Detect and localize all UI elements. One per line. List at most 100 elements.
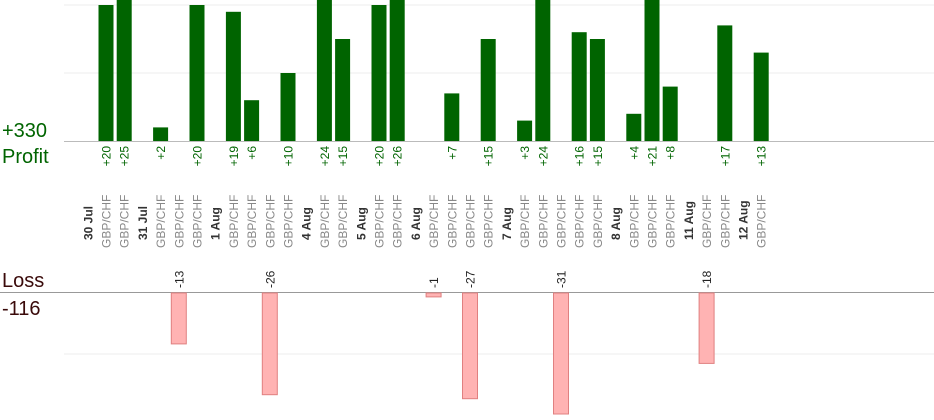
profit-value-label: +21 bbox=[646, 146, 660, 167]
profit-value-label: +15 bbox=[482, 146, 496, 167]
pair-label: GBP/CHF bbox=[464, 195, 478, 248]
pair-label: GBP/CHF bbox=[518, 195, 532, 248]
profit-value-label: +6 bbox=[245, 146, 259, 160]
profit-bar bbox=[116, 0, 132, 141]
profit-value-label: +20 bbox=[191, 146, 205, 167]
date-label: 4 Aug bbox=[300, 207, 314, 240]
pair-label: GBP/CHF bbox=[227, 195, 241, 248]
pair-label: GBP/CHF bbox=[263, 195, 277, 248]
profit-value-label: +8 bbox=[664, 146, 678, 160]
profit-value-label: +20 bbox=[100, 146, 114, 167]
pair-label: GBP/CHF bbox=[391, 195, 405, 248]
profit-value-label: +4 bbox=[627, 146, 641, 160]
pair-label: GBP/CHF bbox=[172, 195, 186, 248]
date-label: 1 Aug bbox=[209, 207, 223, 240]
pair-label: GBP/CHF bbox=[336, 195, 350, 248]
pair-label: GBP/CHF bbox=[427, 195, 441, 248]
profit-bar bbox=[316, 0, 332, 141]
pair-label: GBP/CHF bbox=[100, 195, 114, 248]
pair-label: GBP/CHF bbox=[482, 195, 496, 248]
pair-label: GBP/CHF bbox=[245, 195, 259, 248]
date-label: 7 Aug bbox=[500, 207, 514, 240]
pair-label: GBP/CHF bbox=[282, 195, 296, 248]
loss-value-label: -18 bbox=[700, 270, 714, 288]
profit-bar bbox=[389, 0, 405, 141]
pair-label: GBP/CHF bbox=[627, 195, 641, 248]
pair-label: GBP/CHF bbox=[664, 195, 678, 248]
loss-value-label: -26 bbox=[263, 270, 277, 288]
profit-bar bbox=[225, 11, 241, 141]
profit-value-label: +19 bbox=[227, 146, 241, 167]
profit-bar bbox=[571, 32, 587, 142]
profit-value-label: +24 bbox=[536, 146, 550, 167]
date-label: 8 Aug bbox=[609, 207, 623, 240]
profit-bar bbox=[98, 5, 114, 141]
pair-label: GBP/CHF bbox=[318, 195, 332, 248]
profit-label: Profit bbox=[2, 146, 49, 168]
profit-bar bbox=[371, 5, 387, 141]
loss-bar bbox=[553, 292, 569, 415]
loss-bar bbox=[261, 292, 278, 396]
profit-bar bbox=[589, 39, 605, 141]
profit-bar bbox=[480, 39, 496, 141]
loss-total: -116 bbox=[2, 298, 41, 320]
bars-group bbox=[98, 0, 769, 415]
profit-bar bbox=[626, 113, 642, 141]
profit-value-label: +15 bbox=[336, 146, 350, 167]
loss-value-label: -1 bbox=[427, 277, 441, 288]
loss-bar bbox=[462, 292, 478, 400]
profit-value-label: +25 bbox=[118, 146, 132, 167]
labels-group: +20 GBP/CHF +25 GBP/CHF +2 GBP/CHF -13 GBP/CHF +… bbox=[81, 146, 768, 288]
pair-label: GBP/CHF bbox=[755, 195, 769, 248]
loss-label: Loss bbox=[2, 270, 44, 292]
date-label: 5 Aug bbox=[354, 207, 368, 240]
profit-bar bbox=[189, 5, 205, 141]
profit-value-label: +7 bbox=[445, 146, 459, 160]
date-label: 31 Jul bbox=[136, 206, 150, 240]
pair-label: GBP/CHF bbox=[118, 195, 132, 248]
profit-bar bbox=[244, 100, 260, 141]
profit-bar bbox=[335, 39, 351, 141]
profit-bar bbox=[644, 0, 660, 141]
loss-bar bbox=[170, 292, 187, 345]
profit-bar bbox=[280, 73, 296, 141]
profit-bar bbox=[444, 93, 460, 141]
profit-bar bbox=[717, 25, 733, 141]
pair-label: GBP/CHF bbox=[646, 195, 660, 248]
date-label: 30 Jul bbox=[81, 206, 95, 240]
profit-value-label: +24 bbox=[318, 146, 332, 167]
profit-total: +330 bbox=[2, 120, 47, 142]
loss-bar bbox=[425, 292, 442, 298]
profit-bar bbox=[535, 0, 551, 141]
profit-value-label: +2 bbox=[154, 146, 168, 160]
pair-label: GBP/CHF bbox=[700, 195, 714, 248]
profit-value-label: +13 bbox=[755, 146, 769, 167]
date-label: 12 Aug bbox=[737, 200, 751, 240]
pair-label: GBP/CHF bbox=[373, 195, 387, 248]
pair-label: GBP/CHF bbox=[718, 195, 732, 248]
pair-label: GBP/CHF bbox=[445, 195, 459, 248]
pair-label: GBP/CHF bbox=[591, 195, 605, 248]
profit-value-label: +10 bbox=[282, 146, 296, 167]
pair-label: GBP/CHF bbox=[573, 195, 587, 248]
profit-bar bbox=[753, 52, 769, 141]
pair-label: GBP/CHF bbox=[555, 195, 569, 248]
profit-value-label: +3 bbox=[518, 146, 532, 160]
profit-bar bbox=[662, 86, 678, 141]
profit-value-label: +17 bbox=[718, 146, 732, 167]
date-label: 6 Aug bbox=[409, 207, 423, 240]
profit-value-label: +16 bbox=[573, 146, 587, 167]
pair-label: GBP/CHF bbox=[191, 195, 205, 248]
loss-bar bbox=[698, 292, 715, 364]
date-label: 11 Aug bbox=[682, 201, 696, 240]
profit-bar bbox=[517, 120, 533, 141]
profit-value-label: +26 bbox=[391, 146, 405, 167]
profit-value-label: +20 bbox=[373, 146, 387, 167]
loss-value-label: -31 bbox=[555, 270, 569, 288]
profit-value-label: +15 bbox=[591, 146, 605, 167]
pair-label: GBP/CHF bbox=[536, 195, 550, 248]
loss-value-label: -13 bbox=[172, 270, 186, 288]
loss-value-label: -27 bbox=[464, 270, 478, 288]
pair-label: GBP/CHF bbox=[154, 195, 168, 248]
